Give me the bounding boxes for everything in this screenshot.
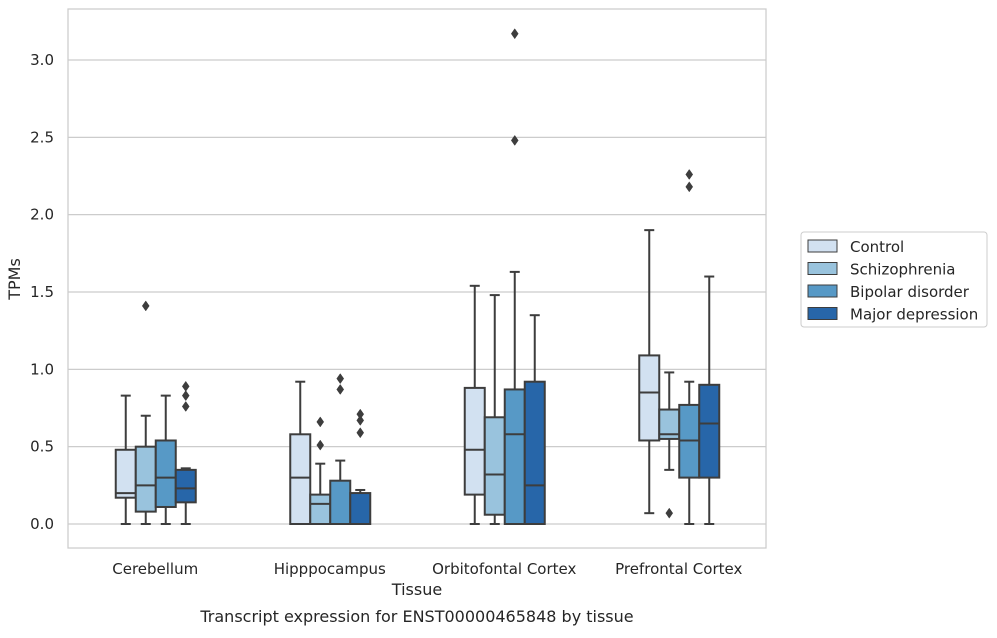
y-axis-label: TPMs [5,258,24,301]
box [134,445,157,513]
legend: Control Schizophrenia Bipolar disorder Majo… [800,231,988,328]
box [329,479,352,525]
box-group [678,169,701,525]
box-group [114,394,137,525]
box [154,439,177,508]
box [463,386,486,496]
box [638,354,661,442]
box-group [638,229,661,515]
outlier-point [356,427,365,439]
box-group [463,284,486,525]
plot-frame [67,8,767,549]
outlier-point [685,181,694,193]
box [698,383,721,479]
y-tick-label: 0.0 [30,515,54,533]
box [309,493,332,526]
y-tick-label: 3.0 [30,51,54,69]
box-group [523,314,546,525]
box [174,468,197,504]
box-group [289,380,312,525]
y-tick-label: 1.0 [30,360,54,378]
outlier-point [336,373,345,385]
outlier-point [181,380,190,392]
outlier-point [316,416,325,428]
outlier-point [510,134,519,146]
y-tick-label: 1.5 [30,283,54,301]
legend-label: Major depression [850,306,978,324]
y-tick-label: 0.5 [30,438,54,456]
y-axis-ticks: 0.0 0.5 1.0 1.5 2.0 2.5 3.0 [30,51,54,533]
legend-label: Schizophrenia [850,261,955,279]
box-group [349,408,372,526]
x-tick-label: Cerebellum [112,560,198,578]
legend-swatch [807,239,838,253]
outlier-point [316,439,325,451]
box-group [174,380,197,525]
box [483,416,506,516]
legend-swatch [807,262,838,275]
box-group [698,275,721,525]
box [289,433,312,525]
box [503,388,526,525]
box-group [329,373,352,525]
outlier-point [356,408,365,420]
outlier-point [510,28,519,40]
legend-label: Bipolar disorder [850,283,970,301]
chart-title: Transcript expression for ENST0000046584… [199,607,633,626]
outlier-point [685,169,694,180]
outlier-point [141,300,150,312]
box [523,380,546,525]
box-group [658,371,681,519]
box [349,492,372,526]
legend-label: Control [850,238,904,256]
outlier-point [336,384,345,395]
x-axis-ticks: Cerebellum Hipppocampus Orbitofontal Corte… [112,560,742,578]
outlier-point [181,401,190,412]
x-tick-label: Prefrontal Cortex [615,560,742,578]
x-tick-label: Orbitofontal Cortex [432,560,576,578]
y-tick-label: 2.0 [30,206,54,224]
legend-frame [800,231,988,328]
outlier-point [181,390,190,402]
box-group [309,416,332,526]
y-tick-label: 2.5 [30,128,54,146]
x-axis-label: Tissue [391,580,442,599]
outlier-point [356,414,365,426]
outlier-point [665,507,674,519]
legend-swatch [807,307,838,320]
x-tick-label: Hipppocampus [274,560,386,578]
legend-swatch [807,284,838,298]
boxes-layer [114,28,721,526]
box [114,448,137,499]
